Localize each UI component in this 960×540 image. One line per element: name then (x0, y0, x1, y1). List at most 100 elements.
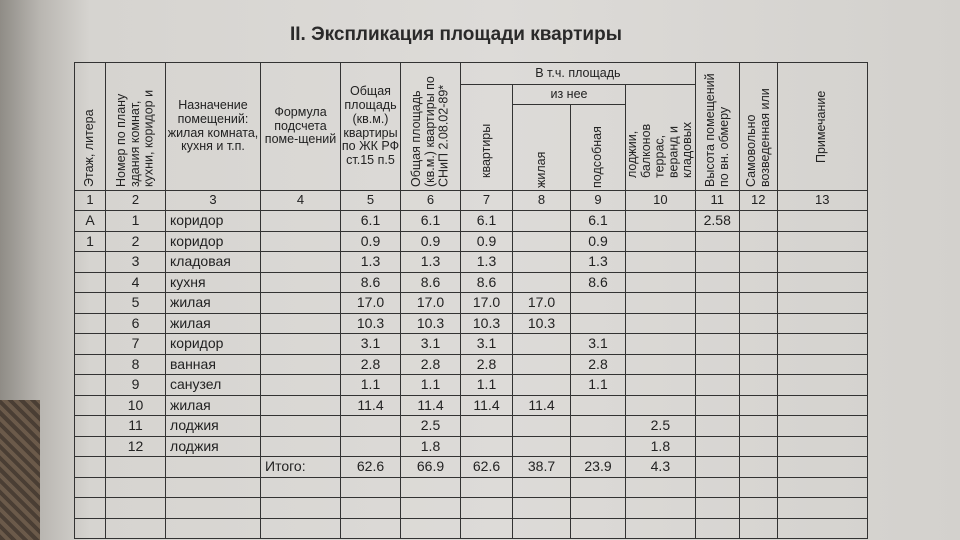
table-cell (625, 251, 696, 273)
table-cell: 10.3 (340, 312, 401, 334)
table-row: 9 санузел 1.1 1.1 1.1 1.1 (74, 374, 868, 396)
table-cell (776, 333, 868, 355)
table-cell: жилая (165, 292, 261, 314)
table-cell (460, 435, 513, 457)
table-cell (260, 394, 341, 416)
explication-table: Этаж, литера Номер по плану здания комна… (74, 62, 868, 539)
table-row: 6 жилая 10.3 10.3 10.3 10.3 (74, 312, 868, 334)
table-cell (738, 456, 778, 478)
table-cell (776, 210, 868, 232)
table-cell (738, 476, 778, 498)
table-cell (738, 271, 778, 293)
table-cell: 17.0 (460, 292, 513, 314)
table-cell: 8 (105, 353, 166, 375)
header-room-number: Номер по плану здания комнат, кухни, кор… (105, 62, 166, 191)
table-cell (74, 292, 106, 314)
column-number: 8 (512, 190, 571, 211)
table-cell (570, 292, 626, 314)
table-cell (694, 251, 740, 273)
table-cell (625, 353, 696, 375)
table-cell (105, 497, 166, 519)
table-cell (74, 353, 106, 375)
table-cell: 10.3 (512, 312, 571, 334)
total-value: 62.6 (340, 456, 401, 478)
table-cell (694, 353, 740, 375)
total-value: 23.9 (570, 456, 626, 478)
table-cell (74, 271, 106, 293)
table-cell (340, 415, 401, 437)
table-cell: 4 (105, 271, 166, 293)
column-number: 4 (260, 190, 341, 211)
table-cell (570, 476, 626, 498)
total-value: 38.7 (512, 456, 571, 478)
header-formula: Формула подсчета поме-щений (260, 62, 341, 191)
table-cell: 2 (105, 230, 166, 252)
table-cell: 11.4 (340, 394, 401, 416)
table-cell (400, 517, 461, 539)
table-cell (74, 312, 106, 334)
table-cell: 0.9 (460, 230, 513, 252)
table-cell (74, 394, 106, 416)
table-cell (625, 292, 696, 314)
table-cell (74, 374, 106, 396)
table-cell: 6.1 (460, 210, 513, 232)
table-cell (776, 251, 868, 273)
table-cell (74, 456, 106, 478)
table-cell: 8.6 (570, 271, 626, 293)
table-cell (694, 497, 740, 519)
table-cell (165, 456, 261, 478)
table-cell: 11.4 (512, 394, 571, 416)
table-cell (625, 497, 696, 519)
table-cell (105, 517, 166, 539)
table-cell (694, 230, 740, 252)
table-cell (260, 230, 341, 252)
table-cell (570, 435, 626, 457)
table-cell (776, 394, 868, 416)
table-cell (776, 374, 868, 396)
table-cell: коридор (165, 333, 261, 355)
table-cell: 5 (105, 292, 166, 314)
header-area-zhk: Общая площадь (кв.м.) квартиры по ЖК РФ … (340, 62, 401, 191)
table-cell: 6.1 (570, 210, 626, 232)
table-cell: 0.9 (570, 230, 626, 252)
table-cell: 1 (74, 230, 106, 252)
table-cell (74, 517, 106, 539)
table-cell: 17.0 (400, 292, 461, 314)
column-number: 9 (570, 190, 626, 211)
table-cell (738, 312, 778, 334)
empty-row (74, 517, 868, 539)
table-cell: 2.8 (400, 353, 461, 375)
table-cell (105, 456, 166, 478)
column-number: 3 (165, 190, 261, 211)
table-cell (776, 476, 868, 498)
table-cell: 1.3 (400, 251, 461, 273)
table-cell: 1.1 (340, 374, 401, 396)
table-cell: 1.1 (400, 374, 461, 396)
table-cell (340, 497, 401, 519)
table-cell (74, 435, 106, 457)
table-cell (260, 312, 341, 334)
table-cell (694, 333, 740, 355)
table-row: 1 2 коридор 0.9 0.9 0.9 0.9 (74, 230, 868, 252)
table-cell (260, 517, 341, 539)
table-cell (694, 374, 740, 396)
column-number: 2 (105, 190, 166, 211)
table-cell (776, 312, 868, 334)
table-cell (570, 312, 626, 334)
table-cell (340, 435, 401, 457)
table-cell (738, 394, 778, 416)
table-cell: 3.1 (340, 333, 401, 355)
table-cell (738, 353, 778, 375)
table-cell (625, 394, 696, 416)
table-cell: кладовая (165, 251, 261, 273)
table-cell (165, 497, 261, 519)
table-cell (74, 497, 106, 519)
table-cell (74, 476, 106, 498)
table-cell (105, 476, 166, 498)
table-cell (625, 517, 696, 539)
table-row: 8 ванная 2.8 2.8 2.8 2.8 (74, 353, 868, 375)
table-cell (694, 456, 740, 478)
table-cell: 8.6 (340, 271, 401, 293)
table-cell (512, 271, 571, 293)
table-cell (694, 517, 740, 539)
